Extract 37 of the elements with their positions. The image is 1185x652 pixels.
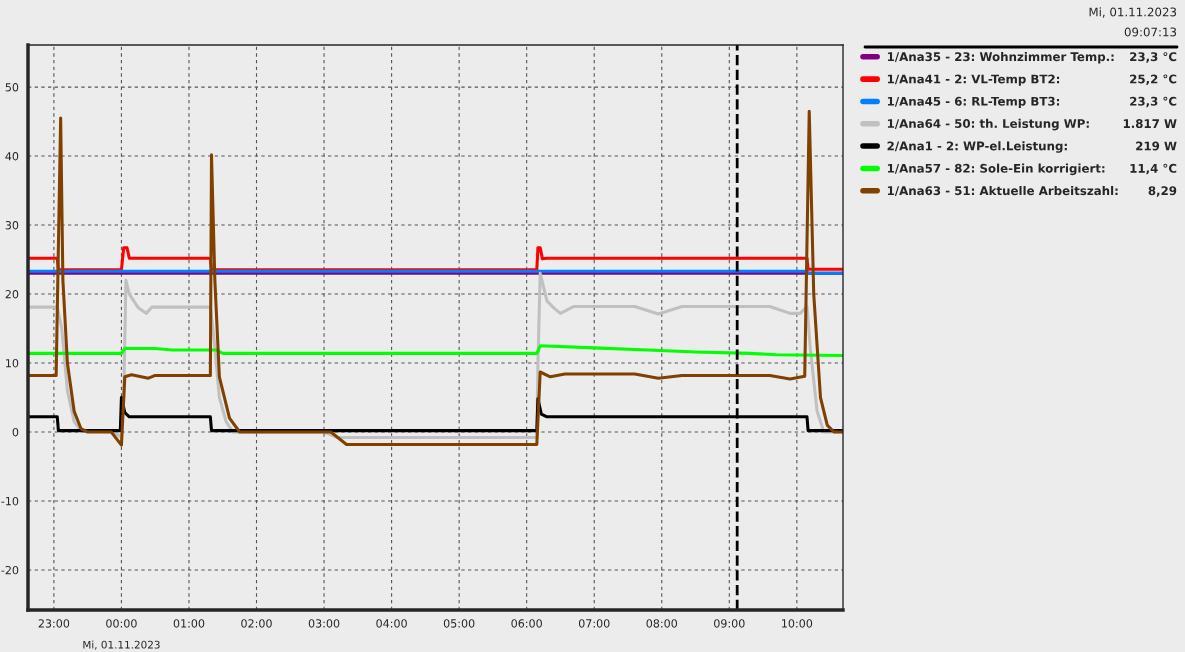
text: Mi, 01.11.2023 [1089,7,1177,18]
text: 09:07:13 [1124,27,1177,37]
legend-label: 1/Ana45 - 6: RL-Temp BT3: [887,96,1060,108]
legend-label: 1/Ana35 - 23: Wohnzimmer Temp.: [887,52,1114,64]
y-tick-label: 50 [5,83,19,92]
x-tick-label: 01:00 [173,619,205,628]
text: 25,2 °C [1130,74,1177,85]
legend-label: 1/Ana57 - 82: Sole-Ein korrigiert: [887,163,1105,176]
legend-label: 1/Ana64 - 50: th. Leistung WP: [887,118,1089,131]
y-tick-label: -10 [1,496,19,506]
text: 23,3 °C [1130,96,1177,108]
x-tick-label: 03:00 [308,619,340,628]
legend-label: 1/Ana41 - 2: VL-Temp BT2: [887,74,1060,86]
y-tick-label: -20 [1,565,19,575]
x-tick-label: 02:00 [241,619,272,628]
x-tick-label: 07:00 [578,619,610,628]
x-tick-label: 10:00 [782,619,813,628]
x-tick-label: 00:00 [106,619,137,628]
y-tick-label: 30 [5,221,19,230]
text: Mi, 01.11.2023 [83,640,160,650]
legend-label: 2/Ana1 - 2: WP-el.Leistung: [887,141,1067,153]
y-tick-label: 20 [5,290,19,299]
text: 219 W [1136,141,1177,151]
y-tick-label: 40 [5,152,19,161]
x-tick-label: 04:00 [376,619,407,628]
text: 11,4 °C [1130,163,1177,175]
x-tick-label: 06:00 [511,619,542,628]
x-tick-label: 23:00 [38,619,70,628]
text: 8,29 [1148,186,1177,197]
x-tick-label: 08:00 [646,619,678,628]
legend-label: 1/Ana63 - 51: Aktuelle Arbeitszahl: [887,186,1118,197]
y-tick-label: 0 [12,427,19,437]
text: 1.817 W [1123,119,1177,129]
y-tick-label: 10 [6,359,19,368]
x-tick-label: 09:00 [714,619,745,628]
text: 23,3 °C [1130,52,1177,63]
x-tick-label: 05:00 [443,619,475,628]
